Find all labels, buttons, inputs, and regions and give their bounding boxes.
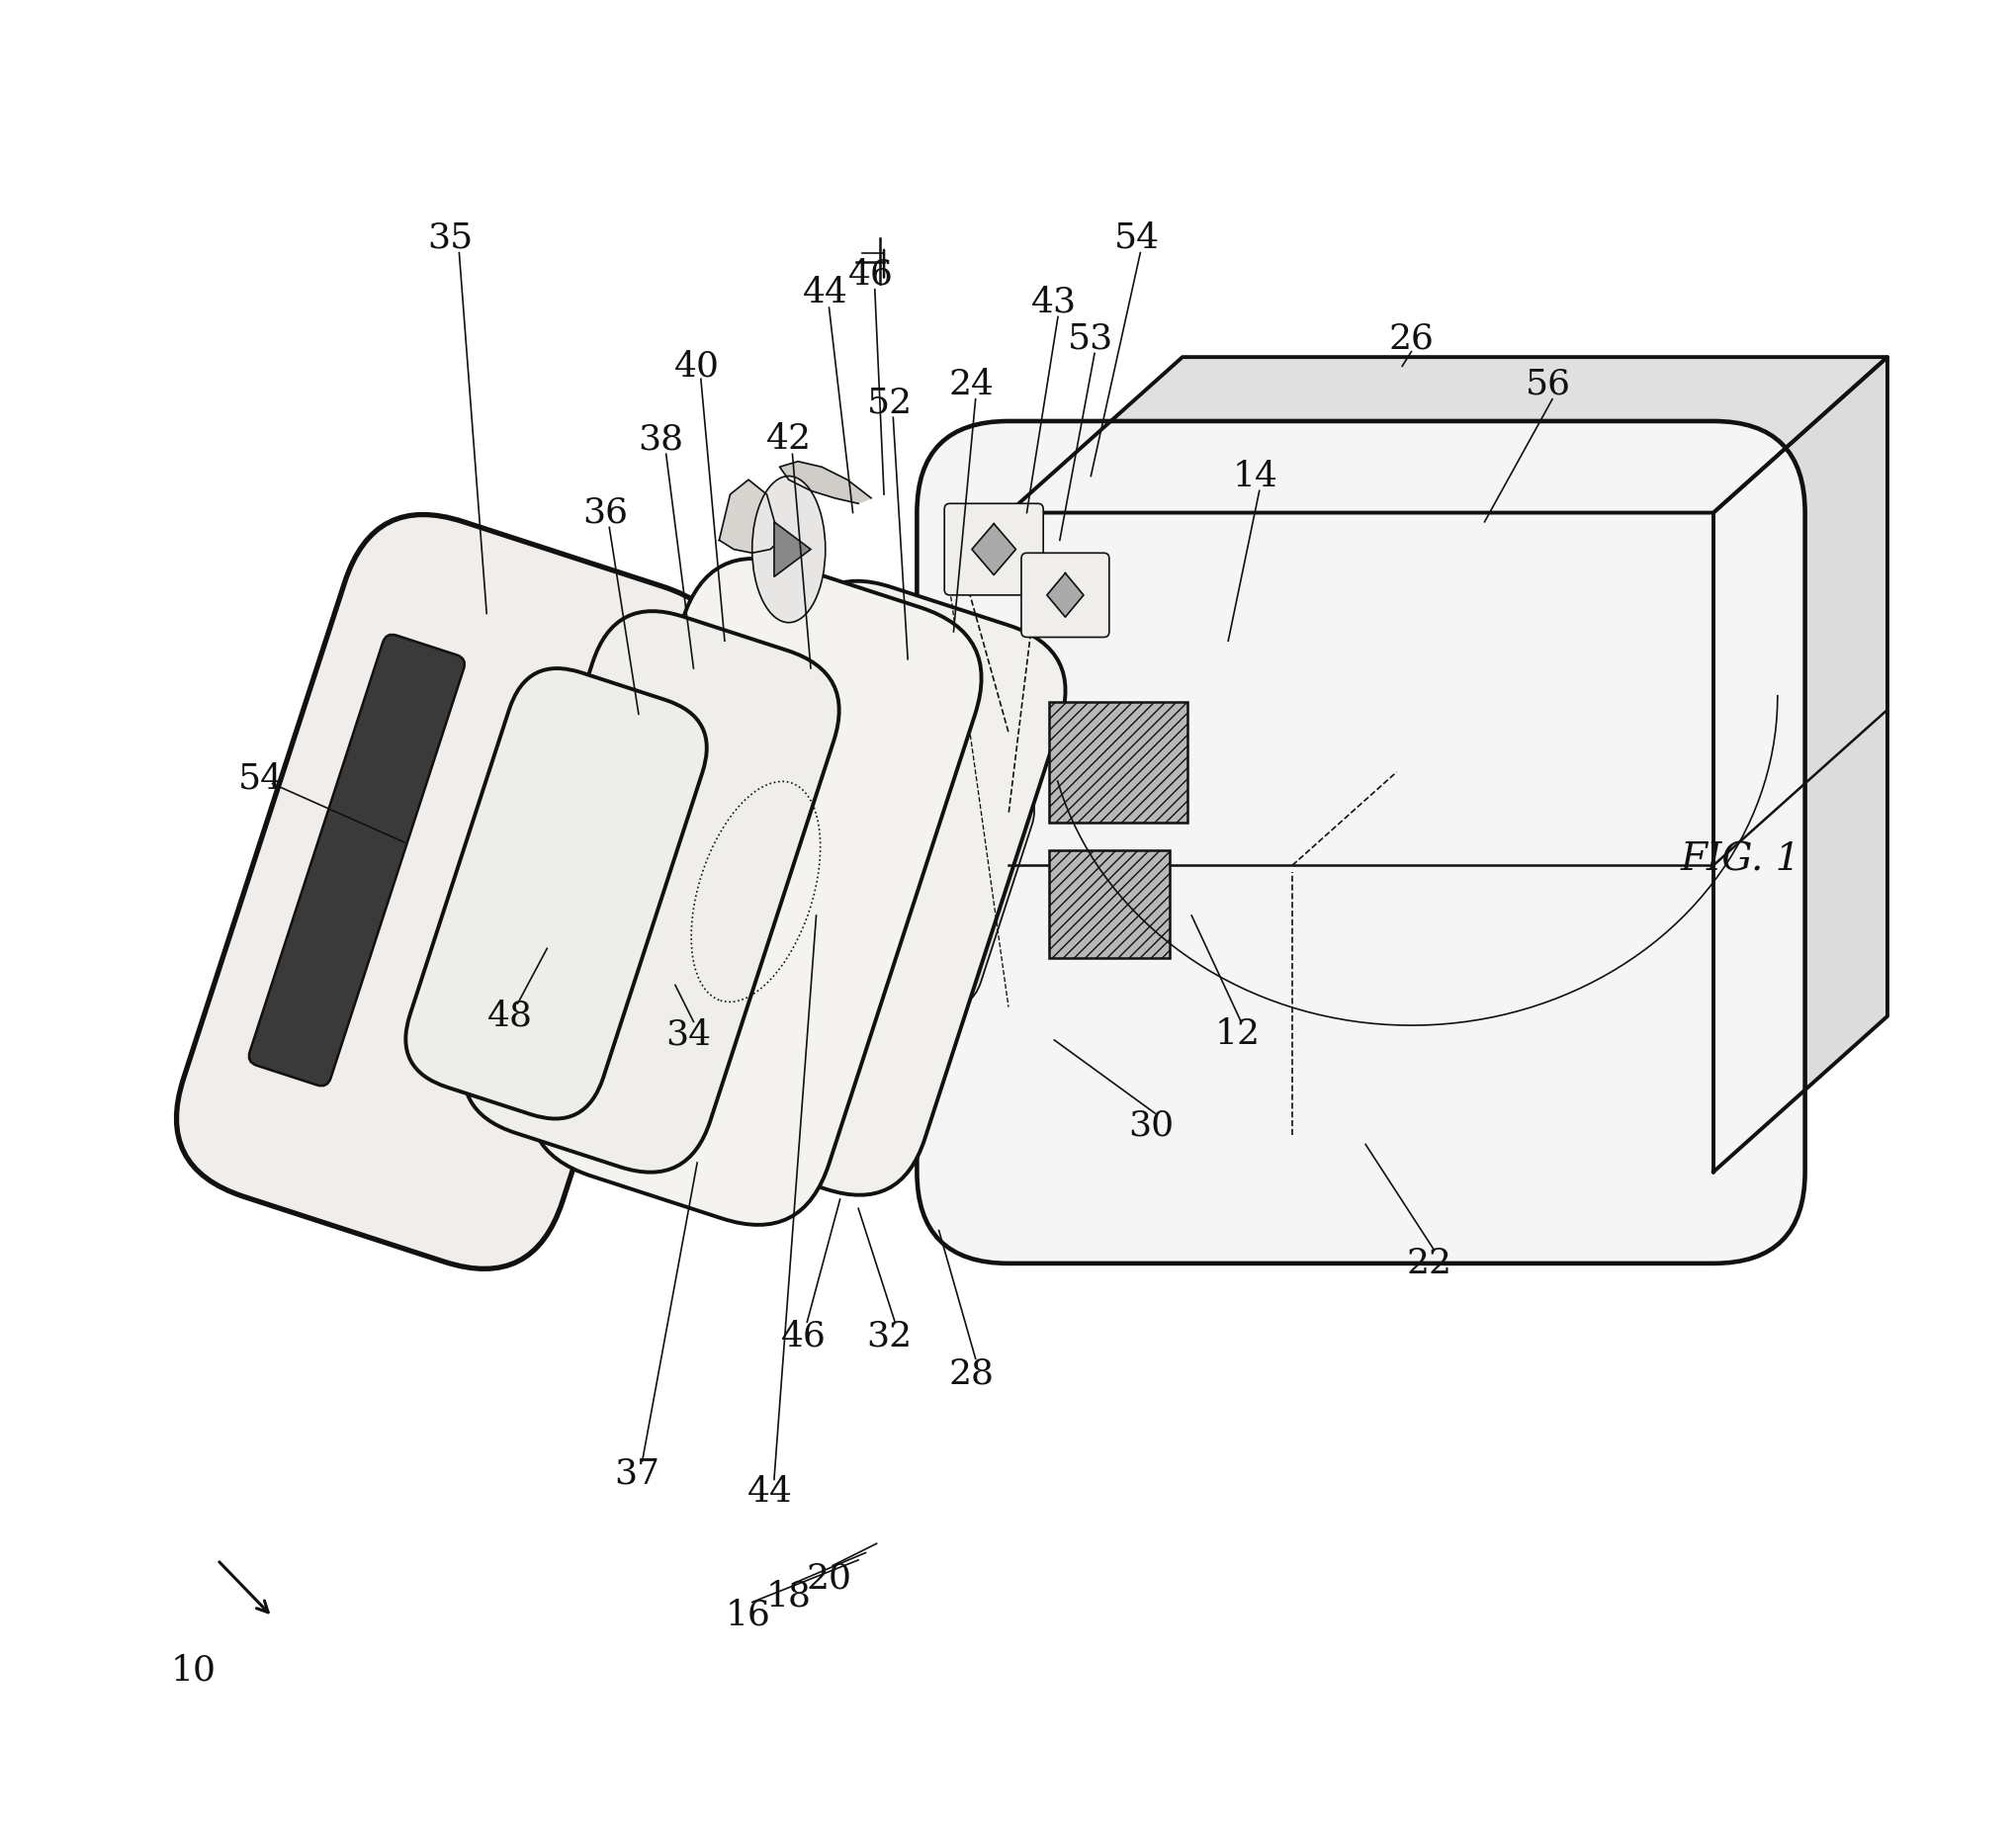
Text: 26: 26 — [1387, 322, 1433, 355]
Text: 54: 54 — [1113, 222, 1159, 255]
Text: 48: 48 — [488, 1000, 532, 1033]
Text: 43: 43 — [1030, 286, 1077, 319]
Text: 12: 12 — [1214, 1018, 1260, 1051]
Polygon shape — [780, 461, 871, 504]
FancyBboxPatch shape — [780, 628, 1125, 1144]
Polygon shape — [774, 522, 810, 577]
Ellipse shape — [752, 476, 825, 623]
Text: 54: 54 — [238, 762, 284, 795]
Text: 56: 56 — [1526, 368, 1570, 401]
Text: 20: 20 — [806, 1562, 851, 1595]
Text: 38: 38 — [637, 423, 683, 456]
Text: 46: 46 — [780, 1320, 827, 1353]
FancyBboxPatch shape — [405, 668, 706, 1119]
Text: 53: 53 — [1068, 322, 1113, 355]
Text: 32: 32 — [867, 1320, 911, 1353]
Text: 16: 16 — [726, 1598, 770, 1631]
FancyBboxPatch shape — [943, 504, 1042, 595]
FancyBboxPatch shape — [1048, 701, 1187, 822]
Polygon shape — [720, 480, 780, 553]
FancyBboxPatch shape — [248, 635, 464, 1086]
Text: 42: 42 — [766, 423, 810, 456]
Text: 18: 18 — [766, 1580, 810, 1613]
Text: 35: 35 — [427, 222, 472, 255]
Polygon shape — [1046, 573, 1083, 617]
FancyBboxPatch shape — [1020, 553, 1109, 637]
Polygon shape — [972, 524, 1016, 575]
Text: 24: 24 — [950, 368, 994, 401]
Polygon shape — [1008, 357, 1887, 513]
Text: 52: 52 — [867, 386, 911, 419]
Text: 34: 34 — [665, 1018, 710, 1051]
Text: 30: 30 — [1129, 1110, 1173, 1143]
Text: 44: 44 — [802, 276, 847, 309]
Text: 44: 44 — [748, 1476, 792, 1509]
Text: 28: 28 — [950, 1357, 994, 1390]
FancyBboxPatch shape — [873, 767, 1034, 1005]
Text: 37: 37 — [613, 1457, 659, 1490]
Text: 40: 40 — [673, 350, 720, 383]
Text: 10: 10 — [171, 1653, 216, 1686]
Text: 14: 14 — [1232, 460, 1278, 493]
Text: 22: 22 — [1407, 1247, 1452, 1280]
Text: 46: 46 — [849, 258, 893, 291]
Polygon shape — [1714, 357, 1887, 1172]
Text: FIG. 1: FIG. 1 — [1679, 842, 1800, 879]
FancyBboxPatch shape — [530, 558, 982, 1225]
FancyBboxPatch shape — [1048, 850, 1169, 958]
Text: 36: 36 — [583, 496, 629, 529]
FancyBboxPatch shape — [175, 515, 730, 1269]
FancyBboxPatch shape — [651, 580, 1064, 1196]
FancyBboxPatch shape — [464, 612, 839, 1172]
FancyBboxPatch shape — [917, 421, 1804, 1263]
